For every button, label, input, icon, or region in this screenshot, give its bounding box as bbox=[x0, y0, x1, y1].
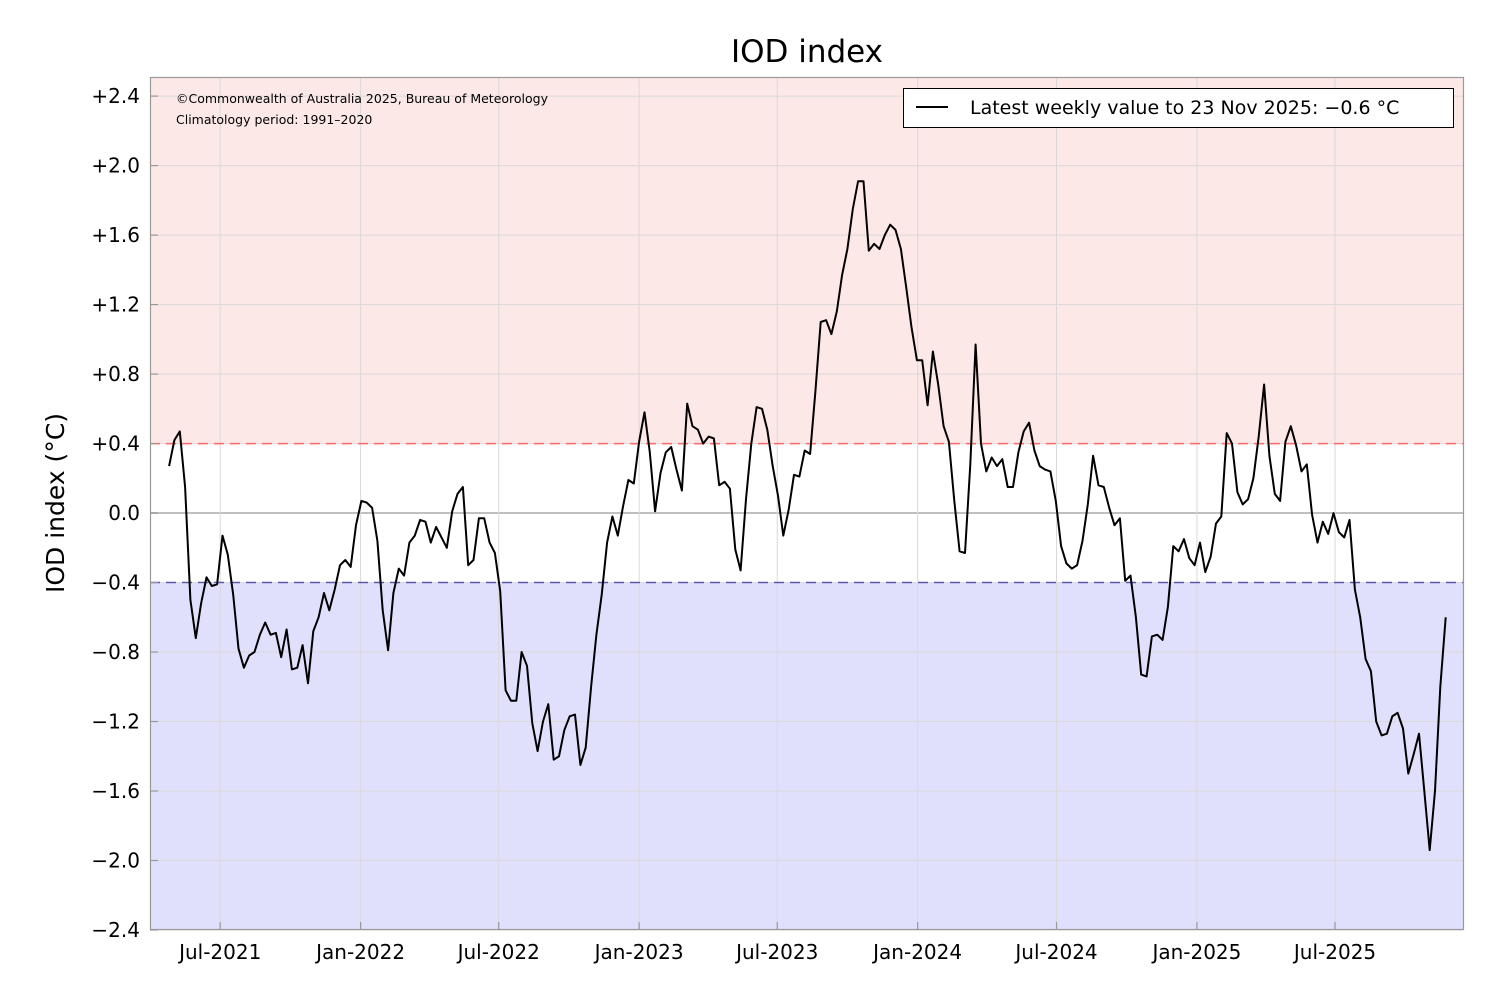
y-tick-label: −1.6 bbox=[91, 779, 140, 803]
x-tick-label: Jul-2025 bbox=[1292, 940, 1376, 964]
climatology-annotation: Climatology period: 1991–2020 bbox=[176, 112, 372, 127]
copyright-annotation: ©Commonwealth of Australia 2025, Bureau … bbox=[176, 91, 549, 106]
y-tick-label: −1.2 bbox=[91, 710, 140, 734]
x-tick-label: Jan-2022 bbox=[314, 940, 405, 964]
y-tick-label: −2.4 bbox=[91, 918, 140, 942]
y-tick-label: −0.8 bbox=[91, 640, 140, 664]
y-tick-label: +2.4 bbox=[91, 84, 140, 108]
legend: Latest weekly value to 23 Nov 2025: −0.6… bbox=[904, 89, 1454, 128]
y-tick-label: +1.2 bbox=[91, 293, 140, 317]
negative-iod-zone bbox=[150, 583, 1464, 930]
x-tick-label: Jul-2021 bbox=[177, 940, 261, 964]
y-tick-label: −2.0 bbox=[91, 849, 140, 873]
positive-iod-zone bbox=[150, 77, 1464, 444]
y-tick-label: +0.8 bbox=[91, 362, 140, 386]
x-tick-label: Jul-2023 bbox=[734, 940, 818, 964]
y-tick-label: −0.4 bbox=[91, 571, 140, 595]
y-tick-label: +0.4 bbox=[91, 432, 140, 456]
y-tick-label: 0.0 bbox=[108, 501, 140, 525]
y-tick-label: +2.0 bbox=[91, 154, 140, 178]
x-tick-label: Jul-2024 bbox=[1013, 940, 1097, 964]
x-tick-label: Jan-2023 bbox=[593, 940, 684, 964]
chart-title: IOD index bbox=[731, 34, 883, 70]
y-axis-label: IOD index (°C) bbox=[41, 413, 70, 593]
y-tick-label: +1.6 bbox=[91, 223, 140, 247]
x-tick-label: Jan-2024 bbox=[871, 940, 962, 964]
x-tick-label: Jul-2022 bbox=[456, 940, 540, 964]
x-tick-label: Jan-2025 bbox=[1150, 940, 1241, 964]
legend-label: Latest weekly value to 23 Nov 2025: −0.6… bbox=[970, 97, 1399, 119]
